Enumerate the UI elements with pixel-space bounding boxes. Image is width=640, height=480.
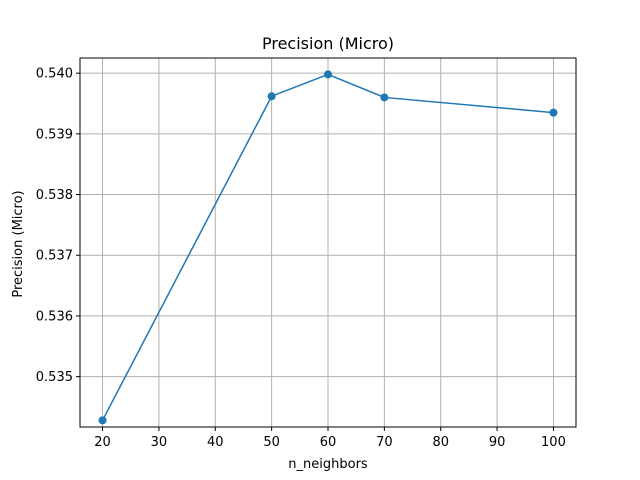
x-axis-ticks: 20 30 40 50 60 70 80 90 100 xyxy=(94,427,566,450)
data-point xyxy=(380,93,389,102)
y-axis-label: Precision (Micro) xyxy=(11,190,26,297)
y-tick-label: 0.538 xyxy=(36,188,73,203)
series-layer xyxy=(98,70,558,425)
data-point xyxy=(324,70,332,79)
x-tick-label: 60 xyxy=(320,435,337,450)
x-tick-label: 80 xyxy=(432,435,449,450)
data-point xyxy=(267,92,276,101)
x-tick-label: 90 xyxy=(489,435,506,450)
x-tick-label: 40 xyxy=(207,435,224,450)
y-tick-label: 0.539 xyxy=(36,127,73,142)
y-tick-label: 0.537 xyxy=(36,249,73,264)
y-axis-ticks: 0.535 0.536 0.537 0.538 0.539 0.540 xyxy=(36,67,80,385)
x-tick-label: 50 xyxy=(263,435,280,450)
x-tick-label: 70 xyxy=(376,435,393,450)
data-point xyxy=(98,416,107,425)
x-tick-label: 30 xyxy=(151,435,168,450)
y-tick-label: 0.540 xyxy=(36,67,73,82)
y-tick-label: 0.535 xyxy=(36,370,73,385)
chart-title: Precision (Micro) xyxy=(262,34,394,53)
x-tick-label: 20 xyxy=(94,435,111,450)
grid-lines xyxy=(80,58,576,427)
y-tick-label: 0.536 xyxy=(36,309,73,324)
data-point xyxy=(549,108,558,117)
x-tick-label: 100 xyxy=(541,435,566,450)
x-axis-label: n_neighbors xyxy=(288,457,368,472)
